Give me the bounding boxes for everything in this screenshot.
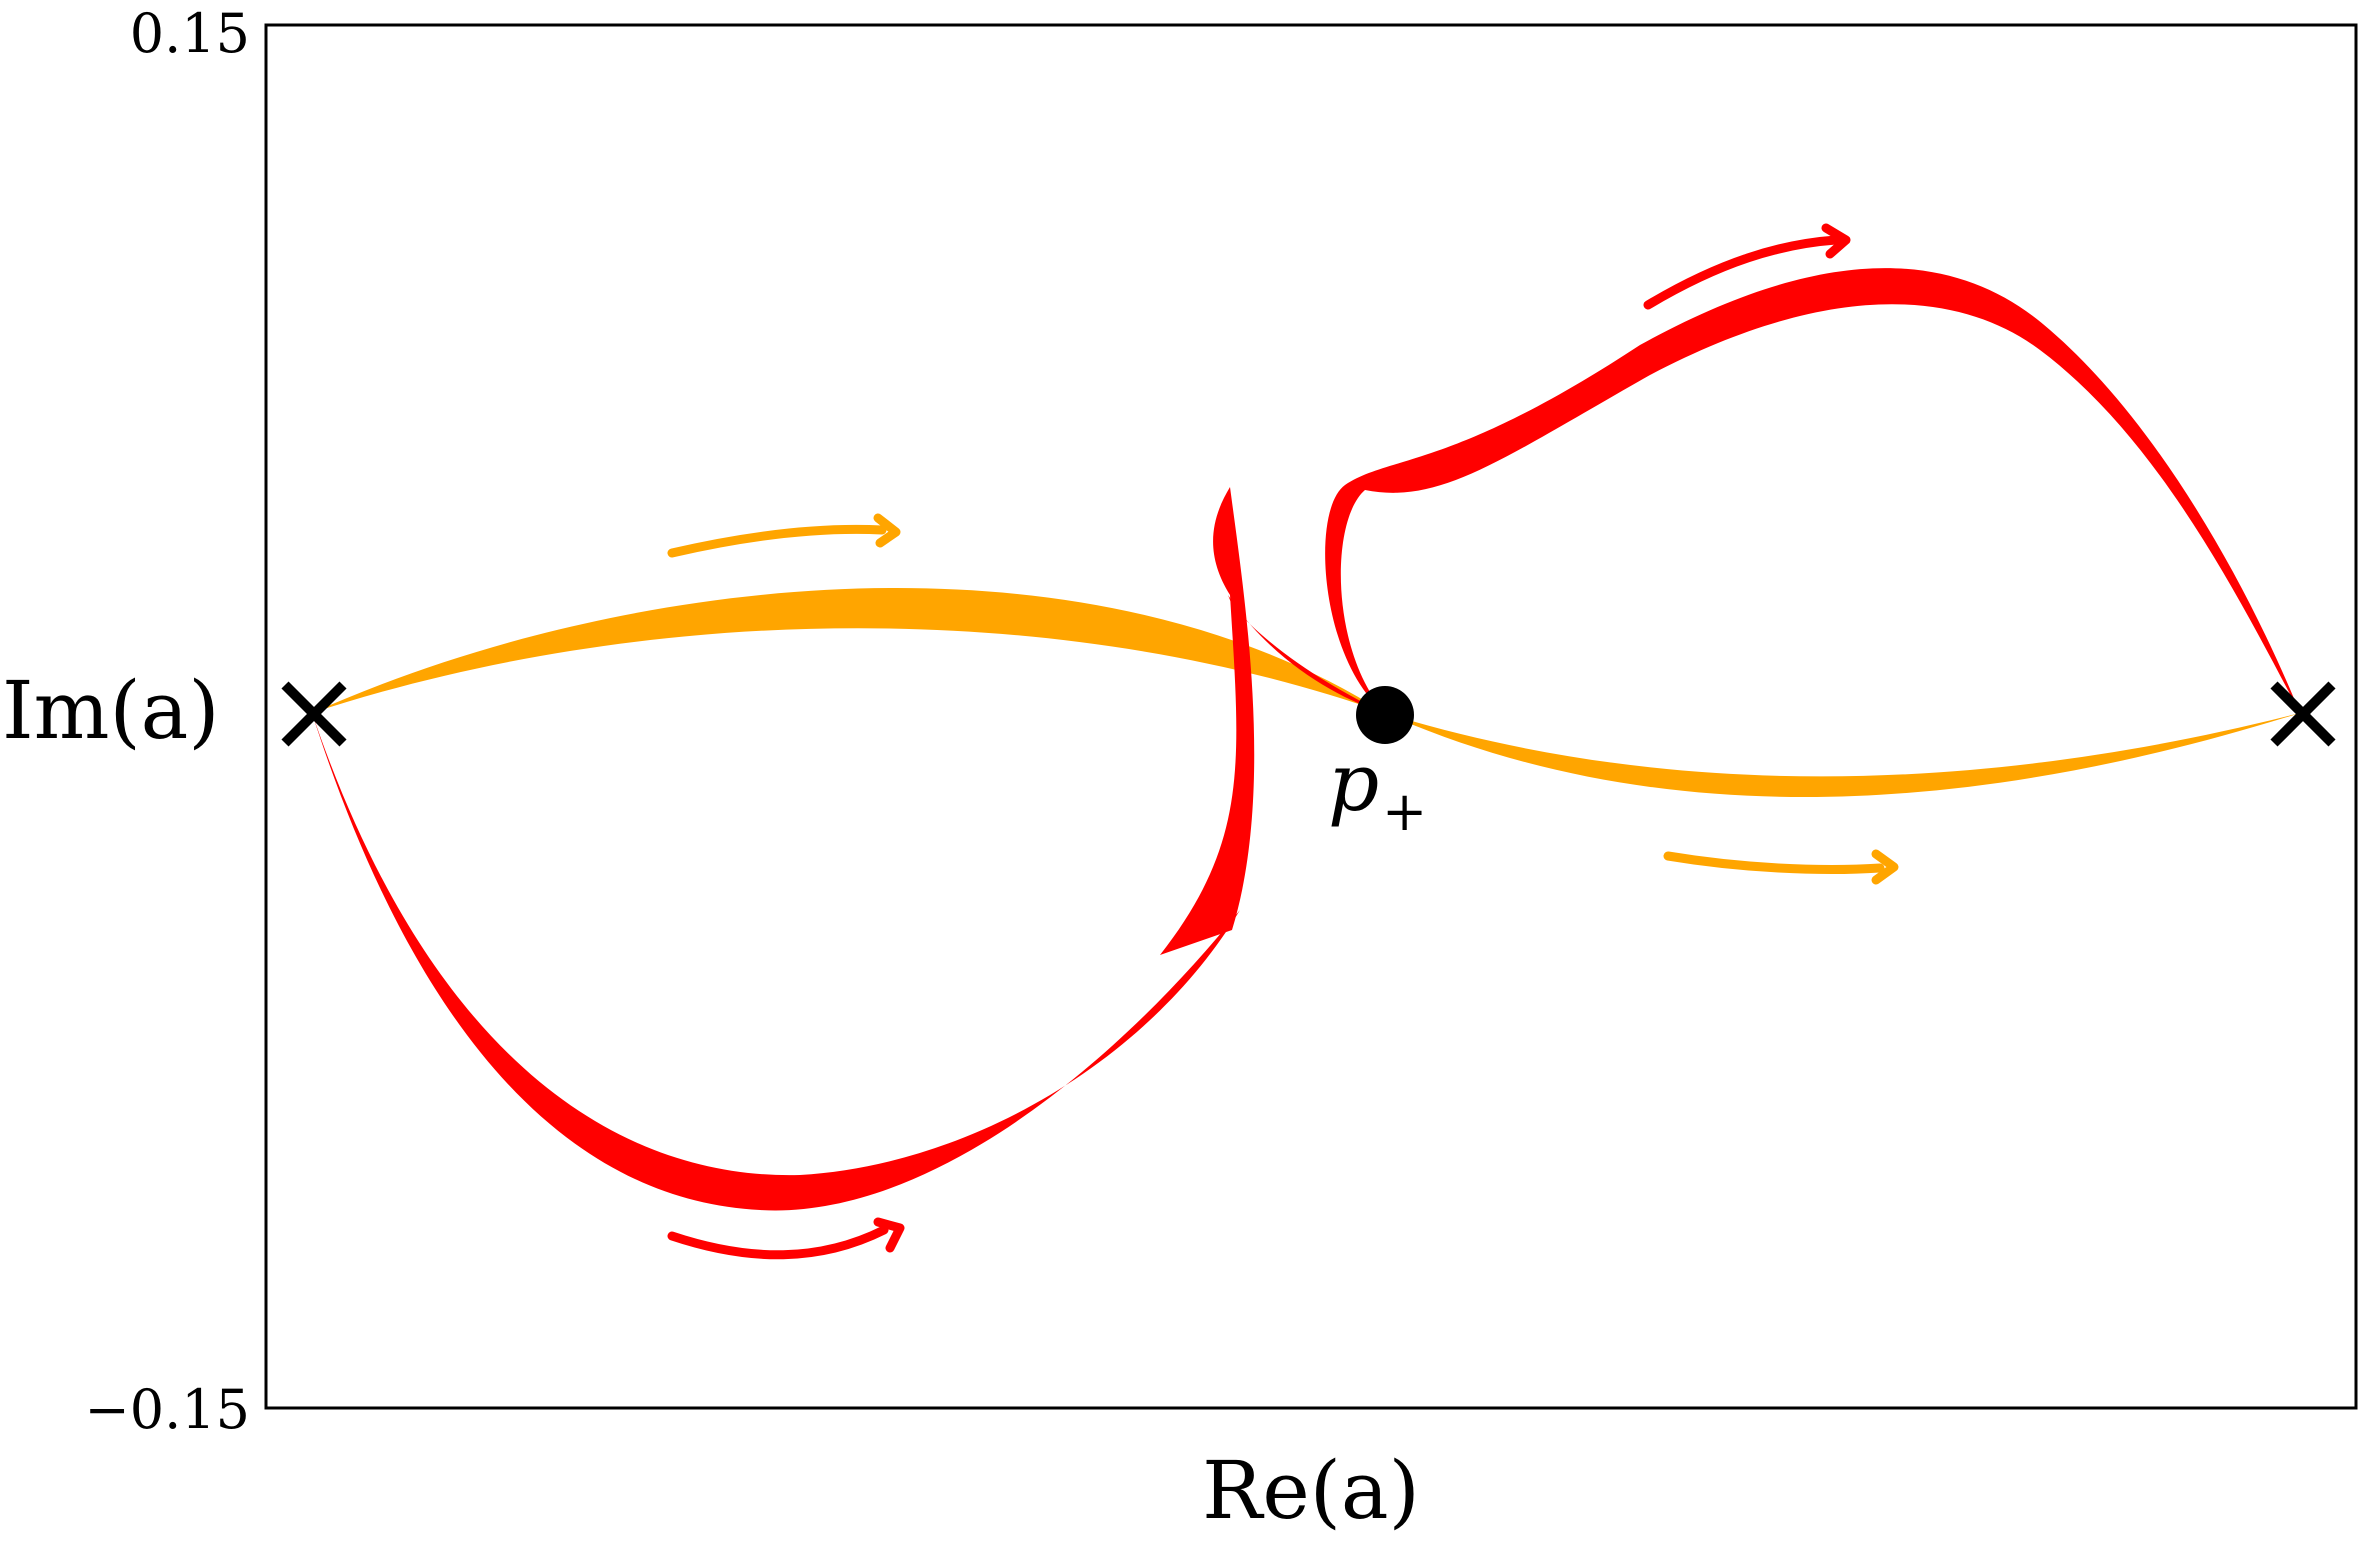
red-arrow-top <box>1643 223 1851 310</box>
saddle-point-marker <box>1356 686 1414 744</box>
right-cross-marker <box>2270 681 2336 747</box>
red-curve-upper-loop <box>1325 268 2300 713</box>
red-curve-lower-loop <box>312 713 1240 1211</box>
orange-arrow-bottom <box>1663 849 1899 885</box>
orange-curve-right <box>1385 713 2300 798</box>
y-tick-label-bottom: −0.15 <box>85 1378 250 1441</box>
left-cross-marker <box>281 681 347 747</box>
saddle-label: p <box>1328 736 1379 829</box>
saddle-label-subscript: + <box>1382 780 1427 843</box>
y-tick-label-top: 0.15 <box>130 2 250 65</box>
red-curve-vertical-loop <box>1160 487 1255 955</box>
y-axis-label: Im(a) <box>2 664 220 757</box>
x-axis-label: Re(a) <box>1202 1444 1420 1537</box>
orange-arrow-top <box>667 513 901 558</box>
orange-curve-left <box>312 588 1385 713</box>
plot-frame <box>264 23 2358 1410</box>
red-arrow-bottom <box>667 1217 905 1260</box>
